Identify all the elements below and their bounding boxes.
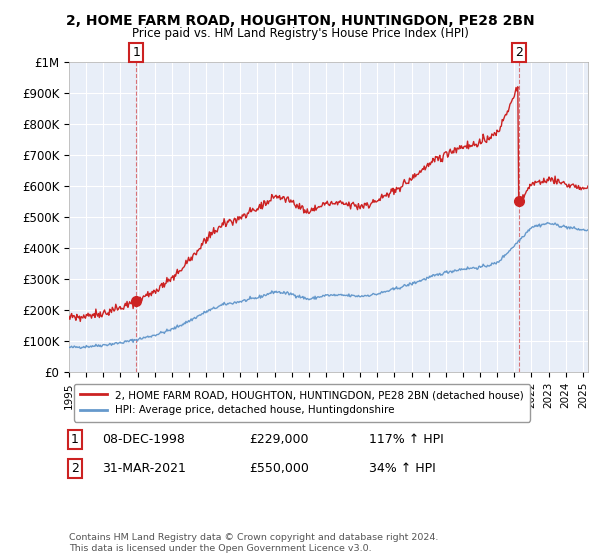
- Text: 2: 2: [71, 462, 79, 475]
- Text: 2: 2: [515, 46, 523, 59]
- Text: £229,000: £229,000: [249, 433, 308, 446]
- Text: 31-MAR-2021: 31-MAR-2021: [102, 462, 186, 475]
- Text: 2, HOME FARM ROAD, HOUGHTON, HUNTINGDON, PE28 2BN: 2, HOME FARM ROAD, HOUGHTON, HUNTINGDON,…: [65, 14, 535, 28]
- Text: £550,000: £550,000: [249, 462, 309, 475]
- Text: 34% ↑ HPI: 34% ↑ HPI: [369, 462, 436, 475]
- Text: Price paid vs. HM Land Registry's House Price Index (HPI): Price paid vs. HM Land Registry's House …: [131, 27, 469, 40]
- Text: 1: 1: [71, 433, 79, 446]
- Text: 08-DEC-1998: 08-DEC-1998: [102, 433, 185, 446]
- Text: Contains HM Land Registry data © Crown copyright and database right 2024.
This d: Contains HM Land Registry data © Crown c…: [69, 533, 439, 553]
- Legend: 2, HOME FARM ROAD, HOUGHTON, HUNTINGDON, PE28 2BN (detached house), HPI: Average: 2, HOME FARM ROAD, HOUGHTON, HUNTINGDON,…: [74, 384, 530, 422]
- Text: 117% ↑ HPI: 117% ↑ HPI: [369, 433, 444, 446]
- Text: 1: 1: [132, 46, 140, 59]
